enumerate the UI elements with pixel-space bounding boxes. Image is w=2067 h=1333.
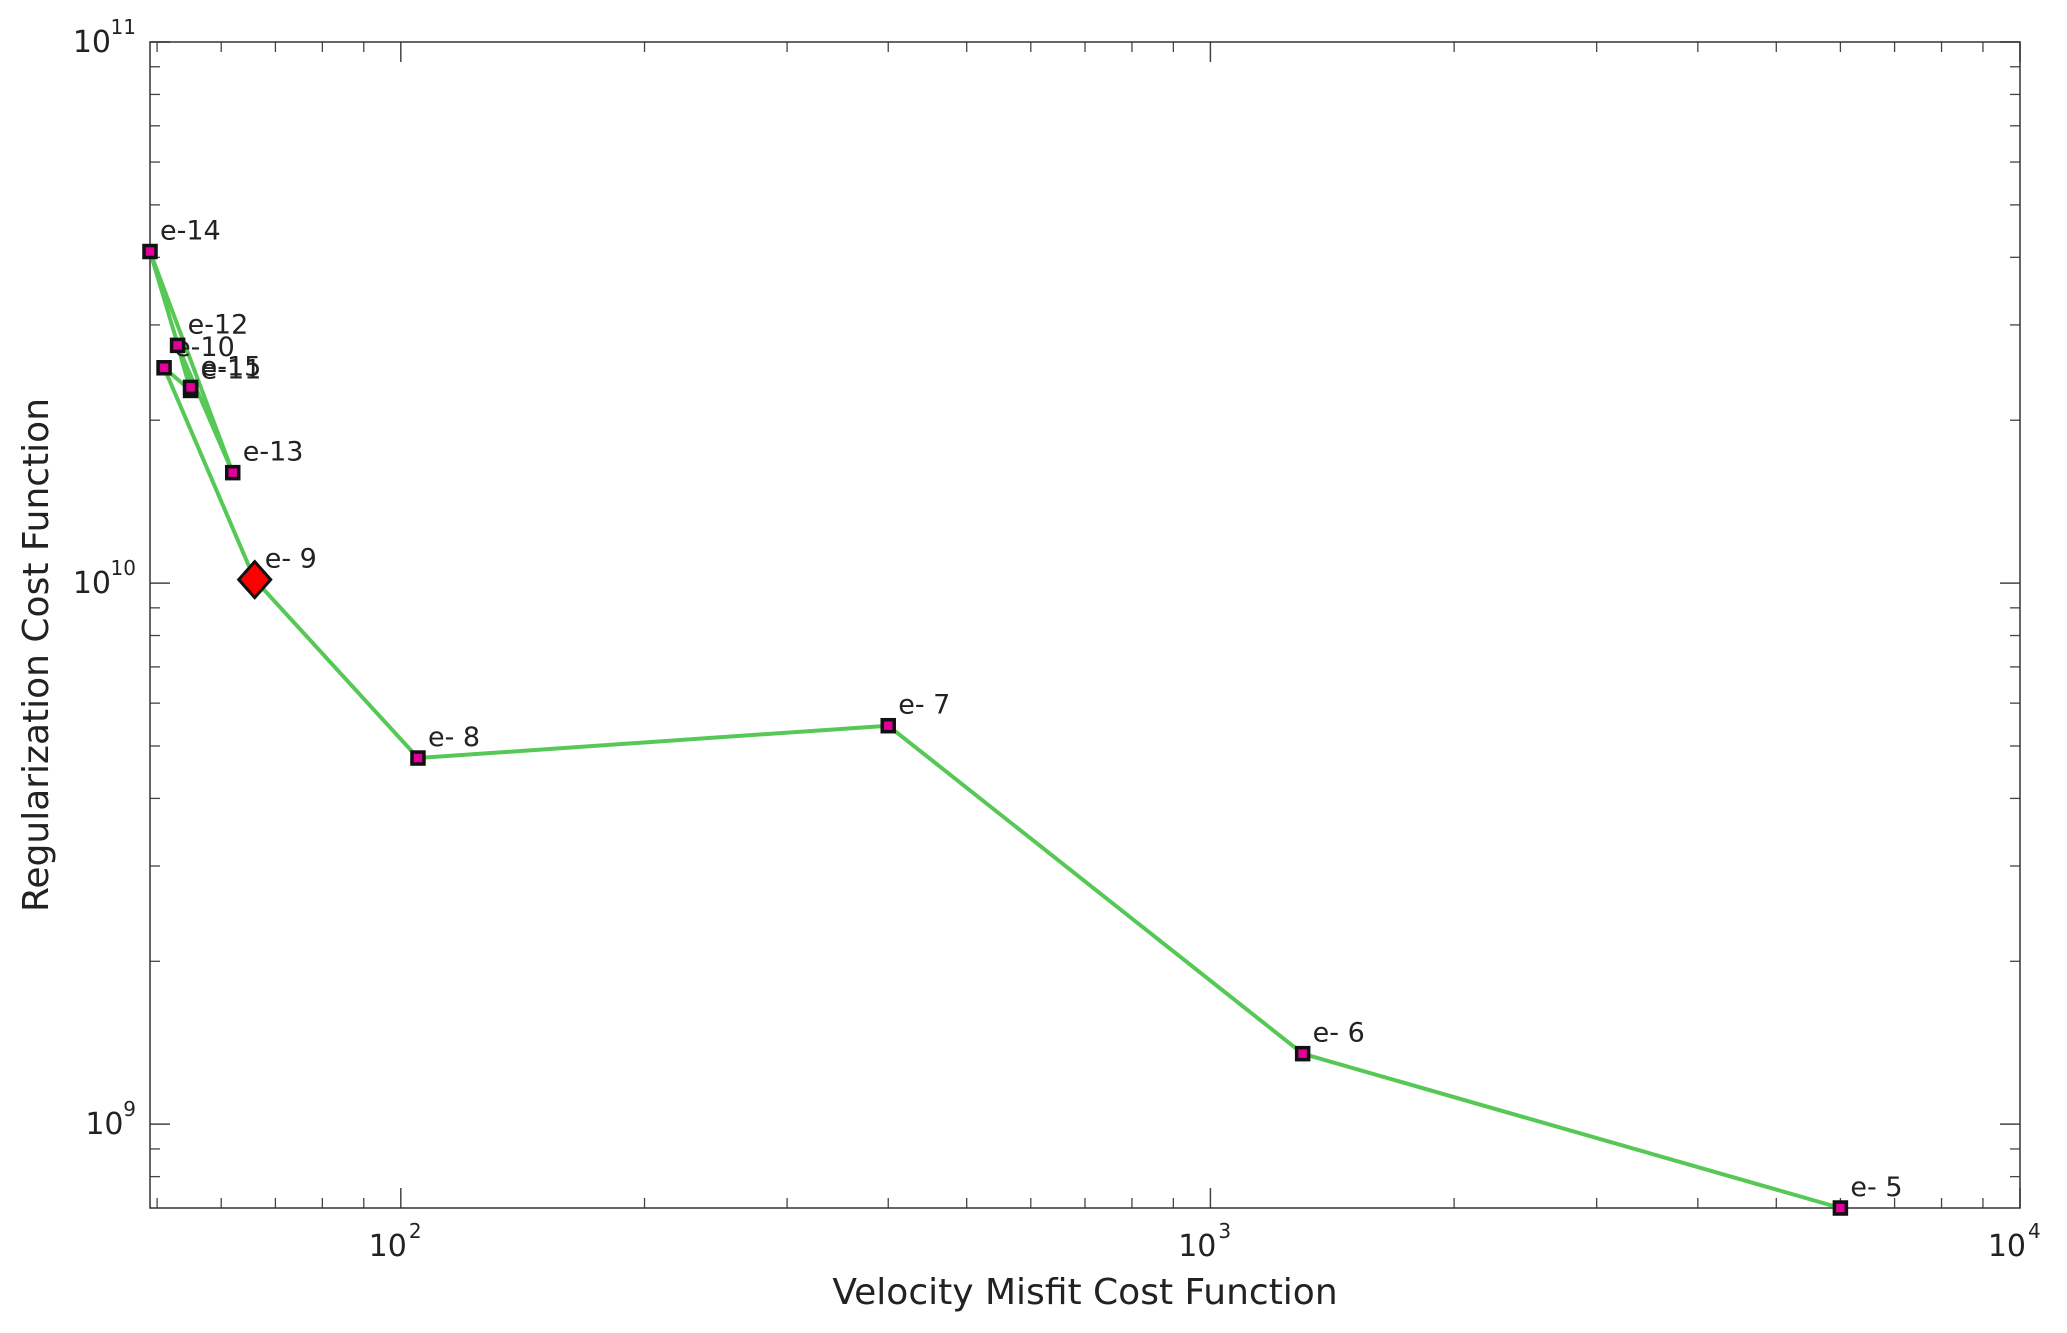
y-tick-label: 10 bbox=[85, 1107, 123, 1142]
data-point-label: e-11 bbox=[201, 354, 262, 385]
data-point-label: e-13 bbox=[243, 437, 304, 468]
data-point-marker bbox=[182, 379, 199, 396]
optimal-point-marker bbox=[236, 559, 273, 600]
y-tick-exponent: 10 bbox=[111, 556, 136, 580]
x-tick-label: 10 bbox=[1988, 1229, 2026, 1264]
data-point-label: e- 7 bbox=[898, 690, 950, 721]
data-point-marker bbox=[156, 360, 172, 376]
data-point-label: e- 8 bbox=[428, 722, 480, 753]
y-axis-label: Regularization Cost Function bbox=[16, 398, 57, 912]
y-tick-label: 10 bbox=[73, 566, 111, 601]
data-point-label: e-15 bbox=[201, 351, 262, 382]
y-tick-exponent: 9 bbox=[123, 1097, 136, 1121]
y-tick-exponent: 11 bbox=[111, 15, 136, 39]
data-point-label: e-12 bbox=[188, 309, 249, 340]
minor-ticks bbox=[150, 42, 2020, 1208]
data-point-marker bbox=[224, 464, 241, 481]
plot-frame bbox=[149, 41, 2021, 1209]
data-point-label: e- 9 bbox=[265, 544, 317, 575]
data-point-marker bbox=[1294, 1045, 1311, 1062]
x-tick-exponent: 4 bbox=[2028, 1219, 2041, 1243]
x-axis-label: Velocity Misfit Cost Function bbox=[832, 1272, 1337, 1313]
data-point-label: e-14 bbox=[160, 216, 221, 247]
x-tick-label: 10 bbox=[1178, 1229, 1216, 1264]
data-point-marker bbox=[880, 717, 896, 734]
data-point-marker bbox=[142, 243, 158, 260]
data-point-marker bbox=[410, 750, 426, 766]
x-tick-exponent: 3 bbox=[1218, 1219, 1231, 1243]
data-point-label: e- 5 bbox=[1850, 1172, 1902, 1203]
data-point-marker bbox=[1832, 1200, 1849, 1216]
data-point-label: e- 6 bbox=[1313, 1018, 1365, 1049]
data-point-marker bbox=[169, 337, 186, 354]
series-layer: e- 5e- 6e- 7e- 8e- 9e-10e-11e-12e-13e-14… bbox=[142, 216, 1903, 1216]
y-tick-label: 10 bbox=[73, 25, 111, 60]
x-tick-exponent: 2 bbox=[409, 1219, 422, 1243]
x-tick-label: 10 bbox=[369, 1229, 407, 1264]
